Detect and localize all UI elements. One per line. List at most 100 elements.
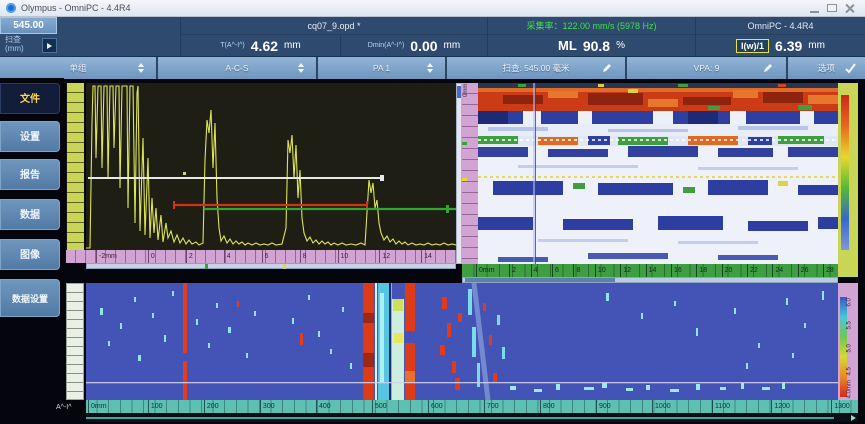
restore-icon[interactable]	[827, 4, 837, 12]
dropdown-arrows-icon	[298, 63, 304, 73]
palette-tick-label: 4.0mm	[847, 388, 859, 399]
scroll-right-arrow-icon[interactable]	[851, 415, 856, 421]
cscan-x-ruler[interactable]: 0mm1002003004005006007008009001000110012…	[86, 400, 858, 413]
reading-indication-depth[interactable]: I(w)/1 6.39 mm	[695, 35, 865, 56]
sidebar-tab[interactable]: 报告	[0, 159, 60, 190]
ruler-tick-label: 20	[722, 264, 733, 277]
cscan-depth-palette: 6.05.55.04.54.0mm	[838, 283, 858, 400]
palette-tick-label: 4.5	[847, 365, 859, 376]
ruler-tick-label: 4	[224, 250, 231, 263]
ruler-tick-label: 1000	[652, 400, 671, 413]
minimize-icon[interactable]	[810, 4, 819, 13]
bscan-x-ruler[interactable]: 0mm246810121416182022242628	[462, 264, 838, 277]
gate-i-green[interactable]	[204, 205, 456, 213]
bscan-amplitude-palette	[838, 83, 858, 277]
gate-depth-marker-green	[462, 142, 467, 145]
ruler-tick-label: 400	[316, 400, 331, 413]
ruler-tick-label: 16	[671, 264, 682, 277]
close-icon[interactable]	[845, 3, 855, 13]
ruler-tick-label: 28	[823, 264, 834, 277]
ruler-tick-label: 26	[798, 264, 809, 277]
ascan-view[interactable]	[86, 83, 456, 250]
gate-depth-marker-yellow	[462, 178, 467, 181]
ruler-tick-label: 1100	[712, 400, 730, 413]
gate-marker-yellow	[283, 264, 286, 269]
palette-gradient	[841, 95, 849, 250]
ruler-tick-label: 0mm	[88, 400, 107, 413]
group-select[interactable]: 单组	[0, 57, 158, 79]
ruler-tick-label: 8	[300, 250, 307, 263]
title-bar: Olympus - OmniPC - 4.4R4	[0, 0, 865, 17]
header: 545.00 扫查 (mm) cq07_9.opd * 采集率：122.00 m…	[0, 17, 865, 56]
scroll-thumb[interactable]	[457, 86, 461, 98]
cscan-view[interactable]	[86, 283, 838, 400]
probe-select[interactable]: PA 1	[318, 57, 447, 79]
layout-select[interactable]: A-C-S	[158, 57, 318, 79]
ruler-tick-label: 8	[573, 264, 580, 277]
ruler-tick-label: 0mm	[476, 264, 495, 277]
dropdown-arrows-icon	[138, 63, 144, 73]
ruler-tick-label: 1200	[771, 400, 790, 413]
ascan-waveform	[86, 86, 456, 248]
ruler-tick-label: 22	[747, 264, 758, 277]
depth-ruler-origin-label: 0mm	[463, 84, 469, 97]
ruler-tick-label: 600	[428, 400, 443, 413]
palette-tick-label: 5.0	[847, 342, 859, 353]
palette-tick-label: 6.0	[847, 296, 859, 307]
toolbar: 单组 A-C-S PA 1 扫查: 545.00 毫米 VPA: 9 选项	[0, 56, 865, 79]
vpa-edit[interactable]: VPA: 9	[627, 57, 788, 79]
highlighted-reading-badge: I(w)/1	[736, 39, 769, 53]
ruler-tick-label: 2	[186, 250, 193, 263]
scan-position-next-button[interactable]	[42, 38, 57, 53]
scroll-thumb[interactable]	[465, 278, 615, 282]
edit-pencil-icon	[601, 62, 613, 74]
sidebar-tab[interactable]: 设置	[0, 121, 60, 152]
edit-pencil-icon	[762, 62, 774, 74]
ruler-tick-label: 900	[596, 400, 611, 413]
ruler-tick-label: 10	[338, 250, 349, 263]
omnipc-window: Olympus - OmniPC - 4.4R4 545.00 扫查 (mm) …	[0, 0, 865, 424]
cscan-image	[86, 283, 838, 400]
scan-position-value[interactable]: 545.00	[0, 17, 57, 34]
ruler-tick-label: 100	[148, 400, 163, 413]
acquisition-rate: 采集率：122.00 mm/s (5978 Hz)	[487, 17, 695, 35]
index-cursor-line	[86, 382, 838, 383]
ruler-tick-label: -2mm	[96, 250, 117, 263]
bscan-depth-ruler[interactable]: 0mm	[462, 83, 478, 264]
ruler-tick-label: 4	[531, 264, 538, 277]
sidebar-tab[interactable]: 图像	[0, 239, 60, 270]
sidebar-tab[interactable]: 数据	[0, 199, 60, 230]
cscan-axis-label: A^-I^	[56, 402, 85, 413]
scroll-thumb[interactable]	[86, 417, 834, 419]
ruler-tick-label: 18	[696, 264, 707, 277]
bscan-image	[478, 83, 838, 264]
options-select[interactable]: 选项	[788, 57, 865, 79]
app-version: OmniPC - 4.4R4	[695, 17, 865, 35]
cscan-indication-speckles	[100, 291, 824, 369]
gate-b-red[interactable]	[173, 201, 368, 209]
reading-dmin[interactable]: Dmin(A^-I^) 0.00 mm	[340, 35, 487, 56]
cscan-index-ruler[interactable]	[66, 283, 84, 400]
ascan-x-ruler[interactable]: -2mm02468101214	[66, 250, 456, 263]
ruler-tick-label: 800	[540, 400, 555, 413]
sidebar-tab[interactable]: 数据设置	[0, 279, 60, 317]
ruler-tick-label: 200	[204, 400, 219, 413]
gate-a-white[interactable]	[88, 172, 384, 181]
ruler-tick-label: 2	[509, 264, 516, 277]
scan-position-edit[interactable]: 扫查: 545.00 毫米	[447, 57, 627, 79]
sidebar-tab[interactable]: 文件	[0, 83, 60, 114]
reading-ml-amplitude[interactable]: ML 90.8 %	[487, 35, 695, 56]
ruler-tick-label: 700	[484, 400, 499, 413]
dropdown-arrows-icon	[427, 63, 433, 73]
ruler-tick-label: 12	[379, 250, 390, 263]
cscan-bottom-speckles	[510, 382, 785, 392]
ascan-scrollbar[interactable]	[86, 263, 456, 269]
bottom-scrollbar[interactable]	[86, 414, 858, 422]
ruler-tick-label: 12	[620, 264, 631, 277]
ascan-amplitude-ruler[interactable]	[66, 83, 84, 250]
bscan-view[interactable]	[478, 83, 838, 264]
ruler-tick-label: 14	[646, 264, 657, 277]
reading-thickness[interactable]: T(A^-I^) 4.62 mm	[180, 35, 340, 56]
ruler-tick-label: 6	[552, 264, 559, 277]
file-name: cq07_9.opd *	[180, 17, 487, 35]
